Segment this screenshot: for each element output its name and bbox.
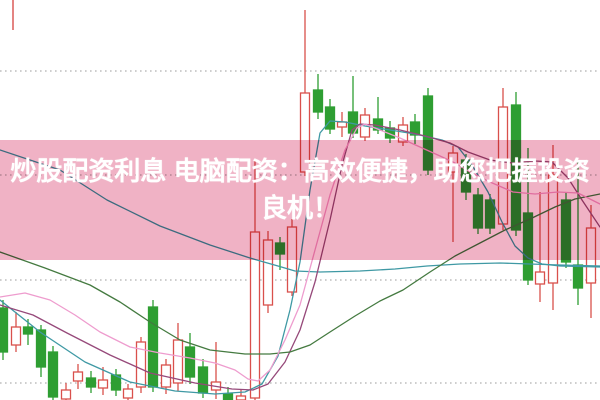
candle-body-down <box>110 374 122 391</box>
candle-body-up <box>135 341 147 388</box>
candle-body-up <box>122 388 134 399</box>
candle-body-down <box>222 393 234 400</box>
candle-body-down <box>85 377 97 388</box>
candle-body-down <box>409 121 421 136</box>
candle-body-down <box>324 106 336 130</box>
candle-body-up <box>172 339 184 384</box>
candle-body-down <box>35 329 47 368</box>
candle-body-up <box>336 121 348 128</box>
candle-body-down <box>47 351 59 398</box>
candle-body-up <box>10 326 22 346</box>
candle-body-up <box>235 395 247 400</box>
candle-body-down <box>312 89 324 113</box>
candle-body-down <box>572 264 584 289</box>
candle-body-up <box>534 271 546 285</box>
pink-banner-overlay <box>0 140 600 260</box>
candle-body-up <box>97 379 109 389</box>
candle-body-down <box>184 346 196 378</box>
candle-body-up <box>72 371 84 382</box>
candle-body-down <box>0 307 9 353</box>
candle-body-up <box>60 389 72 400</box>
candle-body-down <box>197 366 209 394</box>
candle-body-down <box>22 326 34 335</box>
